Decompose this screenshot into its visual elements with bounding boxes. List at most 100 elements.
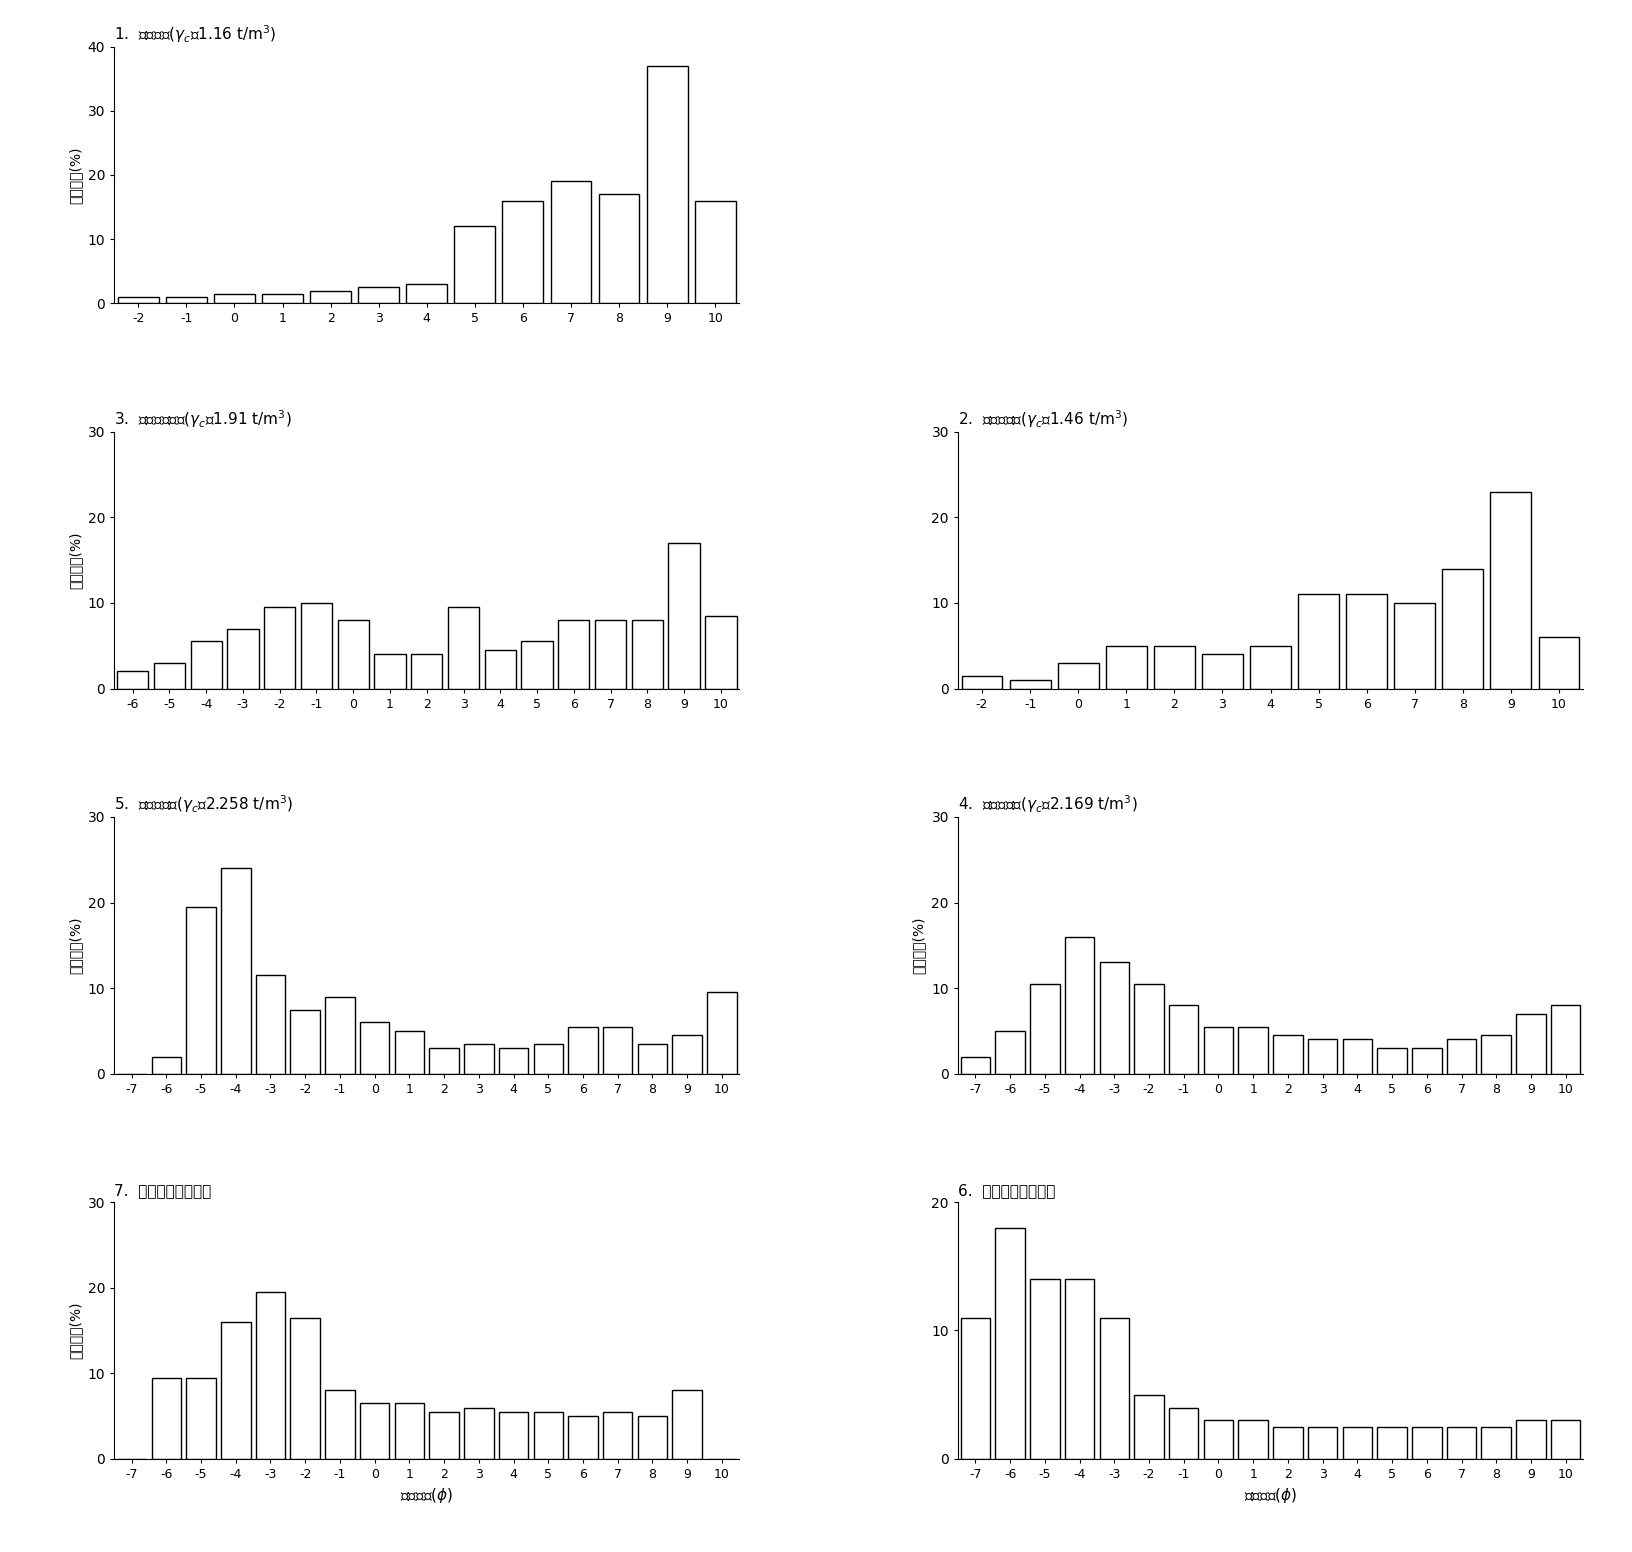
Bar — [256, 975, 286, 1074]
Bar — [447, 607, 480, 689]
Bar — [632, 621, 663, 689]
Bar — [599, 194, 640, 303]
Bar — [359, 287, 400, 303]
Bar — [1064, 1279, 1095, 1459]
Bar — [395, 1403, 424, 1459]
Bar — [1134, 984, 1164, 1074]
Bar — [166, 296, 207, 303]
Bar — [1446, 1040, 1477, 1074]
Bar — [602, 1412, 633, 1459]
Bar — [669, 543, 700, 689]
Bar — [1134, 1395, 1164, 1459]
Bar — [1030, 1279, 1059, 1459]
Bar — [191, 641, 222, 689]
Bar — [602, 1026, 633, 1074]
Bar — [1010, 680, 1051, 689]
Bar — [227, 629, 258, 689]
Bar — [1443, 568, 1483, 689]
Bar — [1343, 1426, 1373, 1459]
X-axis label: 顆粒粒徑($\phi$): 顆粒粒徑($\phi$) — [1244, 1487, 1297, 1505]
Bar — [996, 1031, 1025, 1074]
Bar — [290, 1318, 320, 1459]
Bar — [338, 621, 369, 689]
Bar — [463, 1408, 493, 1459]
Bar — [325, 1391, 354, 1459]
Bar — [1490, 492, 1531, 689]
Bar — [550, 182, 591, 303]
Bar — [1394, 602, 1435, 689]
Bar — [429, 1412, 459, 1459]
Bar — [534, 1412, 563, 1459]
Bar — [1446, 1426, 1477, 1459]
Bar — [521, 641, 553, 689]
Bar — [1100, 1318, 1129, 1459]
Bar — [1516, 1013, 1546, 1074]
Bar — [1307, 1426, 1337, 1459]
Bar — [1100, 962, 1129, 1074]
Bar — [1482, 1035, 1511, 1074]
Y-axis label: 百分含量(%): 百分含量(%) — [912, 917, 925, 975]
Bar — [1346, 594, 1387, 689]
Bar — [325, 996, 354, 1074]
Text: 2.  稀性泥石流($\mathit{\gamma}_c$為1.46 t/m$^3$): 2. 稀性泥石流($\mathit{\gamma}_c$為1.46 t/m$^3… — [958, 408, 1128, 430]
Bar — [1539, 638, 1580, 689]
Text: 7.  上游泥石流堆積物: 7. 上游泥石流堆積物 — [114, 1183, 212, 1198]
Bar — [256, 1291, 286, 1459]
Bar — [263, 293, 304, 303]
Bar — [1239, 1026, 1268, 1074]
Bar — [558, 621, 589, 689]
Bar — [1412, 1048, 1441, 1074]
Bar — [186, 1378, 215, 1459]
Bar — [499, 1412, 529, 1459]
Text: 5.  黏性泥石流($\mathit{\gamma}_c$為2.258 t/m$^3$): 5. 黏性泥石流($\mathit{\gamma}_c$為2.258 t/m$^… — [114, 793, 294, 815]
Bar — [152, 1057, 181, 1074]
Y-axis label: 百分含量(%): 百分含量(%) — [69, 531, 82, 588]
Bar — [1058, 663, 1098, 689]
Bar — [361, 1403, 390, 1459]
Text: 6.  下游泥石流堆積物: 6. 下游泥石流堆積物 — [958, 1183, 1056, 1198]
Bar — [499, 1048, 529, 1074]
Bar — [1343, 1040, 1373, 1074]
Bar — [1550, 1006, 1580, 1074]
Bar — [118, 672, 149, 689]
Bar — [152, 1378, 181, 1459]
Bar — [568, 1026, 597, 1074]
Bar — [406, 284, 447, 303]
Bar — [411, 655, 442, 689]
Bar — [290, 1009, 320, 1074]
Bar — [961, 1318, 991, 1459]
Bar — [1377, 1048, 1407, 1074]
Bar — [961, 1057, 991, 1074]
Bar — [1154, 646, 1195, 689]
Bar — [503, 200, 543, 303]
Bar — [1169, 1408, 1198, 1459]
Bar — [485, 650, 516, 689]
Bar — [707, 992, 736, 1074]
Bar — [638, 1044, 667, 1074]
Bar — [310, 290, 351, 303]
Bar — [454, 227, 494, 303]
Bar — [153, 663, 184, 689]
Bar — [1204, 1026, 1234, 1074]
Bar — [220, 1322, 251, 1459]
Bar — [996, 1228, 1025, 1459]
Bar — [695, 200, 736, 303]
Bar — [646, 65, 687, 303]
Bar — [1030, 984, 1059, 1074]
Bar — [672, 1391, 702, 1459]
Bar — [672, 1035, 702, 1074]
Bar — [118, 296, 158, 303]
Text: 1.  挾沙洪水($\mathit{\gamma}_c$為1.16 t/m$^3$): 1. 挾沙洪水($\mathit{\gamma}_c$為1.16 t/m$^3$… — [114, 23, 277, 45]
Bar — [705, 616, 736, 689]
Bar — [961, 675, 1002, 689]
Bar — [638, 1415, 667, 1459]
Bar — [1273, 1426, 1302, 1459]
Bar — [1169, 1006, 1198, 1074]
Bar — [568, 1415, 597, 1459]
Bar — [300, 602, 331, 689]
Text: 4.  黏性泥石流($\mathit{\gamma}_c$為2.169 t/m$^3$): 4. 黏性泥石流($\mathit{\gamma}_c$為2.169 t/m$^… — [958, 793, 1138, 815]
Bar — [214, 293, 255, 303]
Bar — [374, 655, 406, 689]
Bar — [463, 1044, 493, 1074]
Text: 3.  過渡性泥石流($\mathit{\gamma}_c$為1.91 t/m$^3$): 3. 過渡性泥石流($\mathit{\gamma}_c$為1.91 t/m$^… — [114, 408, 292, 430]
